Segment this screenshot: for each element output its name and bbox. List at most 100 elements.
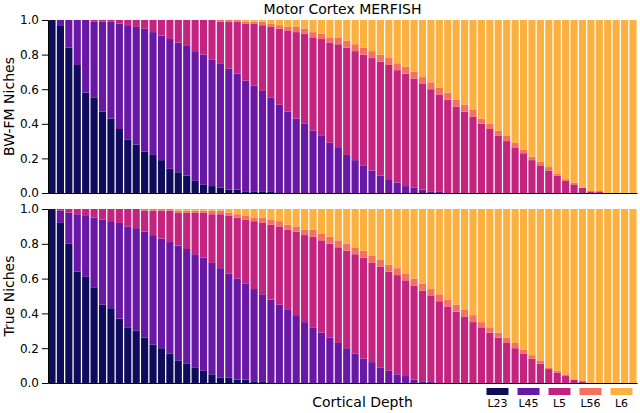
bar-segment: [276, 105, 283, 193]
bar-segment: [82, 277, 89, 383]
bar-segment: [183, 20, 190, 21]
bar-segment: [410, 20, 417, 72]
bar-segment: [74, 272, 81, 383]
bar-segment: [158, 20, 165, 36]
legend-swatch: [487, 388, 509, 395]
bar-segment: [116, 209, 123, 210]
x-axis-title: Cortical Depth: [312, 394, 413, 410]
bar-segment: [326, 338, 333, 383]
bar-segment: [200, 371, 207, 383]
y-axis-line: [48, 21, 49, 194]
bar-segment: [57, 211, 64, 223]
bar-segment: [242, 191, 249, 193]
bar-segment: [217, 20, 224, 21]
bar-segment: [520, 20, 527, 150]
bar-segment: [335, 20, 342, 37]
bar-segment: [469, 117, 476, 193]
bar-segment: [419, 190, 426, 193]
bar-segment: [225, 190, 232, 193]
bar-segment: [107, 209, 114, 221]
bar-segment: [91, 209, 98, 210]
bar-segment: [217, 209, 224, 211]
bar-segment: [99, 209, 106, 210]
bar-segment: [65, 244, 72, 383]
bar-segment: [368, 20, 375, 51]
bar-segment: [436, 20, 443, 87]
x-axis: [49, 383, 638, 385]
bar-segment: [545, 167, 552, 170]
bar-segment: [267, 209, 274, 219]
bar-segment: [91, 218, 98, 288]
bar-segment: [99, 209, 106, 210]
bar-segment: [208, 374, 215, 383]
y-tick-label: 0.0: [20, 376, 39, 390]
bar-segment: [200, 55, 207, 185]
bar-segment: [444, 100, 451, 193]
legend-label: L6: [615, 397, 628, 410]
bar-segment: [200, 20, 207, 55]
bar-segment: [377, 367, 384, 383]
bar-segment: [394, 183, 401, 193]
bar-segment: [116, 209, 123, 210]
bar-segment: [267, 23, 274, 26]
bar-segment: [175, 211, 182, 213]
bar-segment: [225, 216, 232, 273]
y-tick-mark: [42, 244, 48, 245]
bar-segment: [486, 129, 493, 193]
bar-segment: [133, 209, 140, 210]
bar-segment: [528, 355, 535, 358]
bar-segment: [377, 259, 384, 266]
bar-segment: [486, 209, 493, 327]
bar-segment: [343, 209, 350, 244]
bar-segment: [141, 20, 148, 29]
bar-segment: [301, 20, 308, 29]
bar-segment: [149, 155, 156, 193]
bar-segment: [309, 237, 316, 327]
bar-segment: [343, 41, 350, 48]
bar-segment: [284, 230, 291, 310]
y-tick: 0.6: [20, 272, 48, 286]
bar-segment: [225, 378, 232, 383]
bar-segment: [368, 171, 375, 193]
bar-segment: [613, 209, 620, 383]
bar-segment: [394, 63, 401, 70]
bar-segment: [461, 105, 468, 112]
bar-segment: [469, 20, 476, 110]
bar-segment: [192, 367, 199, 383]
bar-segment: [259, 381, 266, 383]
bar-segment: [469, 315, 476, 322]
x-axis-line: [49, 383, 638, 384]
bar-segment: [436, 294, 443, 301]
bar-segment: [99, 20, 106, 21]
bar-segment: [149, 235, 156, 345]
chart-title: Motor Cortex MERFISH: [264, 1, 422, 17]
bar-segment: [65, 209, 72, 210]
bar-segment: [554, 371, 561, 373]
bar-segment: [444, 209, 451, 299]
bar-segment: [267, 98, 274, 191]
bar-segment: [124, 20, 131, 21]
bar-segment: [352, 254, 359, 353]
bar-segment: [579, 381, 586, 383]
bar-segment: [427, 209, 434, 289]
bar-segment: [478, 119, 485, 124]
bar-segment: [629, 209, 636, 383]
bar-segment: [352, 209, 359, 247]
bar-segment: [208, 60, 215, 186]
bar-segment: [251, 381, 258, 383]
bar-segment: [175, 20, 182, 42]
bar-segment: [276, 29, 283, 105]
bar-segment: [318, 34, 325, 39]
bar-segment: [377, 62, 384, 176]
bar-segment: [352, 44, 359, 51]
bar-segment: [192, 51, 199, 181]
y-axis-line: [48, 210, 49, 384]
bar-segment: [251, 86, 258, 192]
bar-segment: [528, 160, 535, 193]
legend-label: L23: [487, 397, 507, 410]
bar-segment: [217, 268, 224, 378]
bar-segment: [200, 212, 207, 257]
bar-segment: [562, 179, 569, 181]
bar-segment: [65, 209, 72, 210]
bar-segment: [554, 373, 561, 383]
